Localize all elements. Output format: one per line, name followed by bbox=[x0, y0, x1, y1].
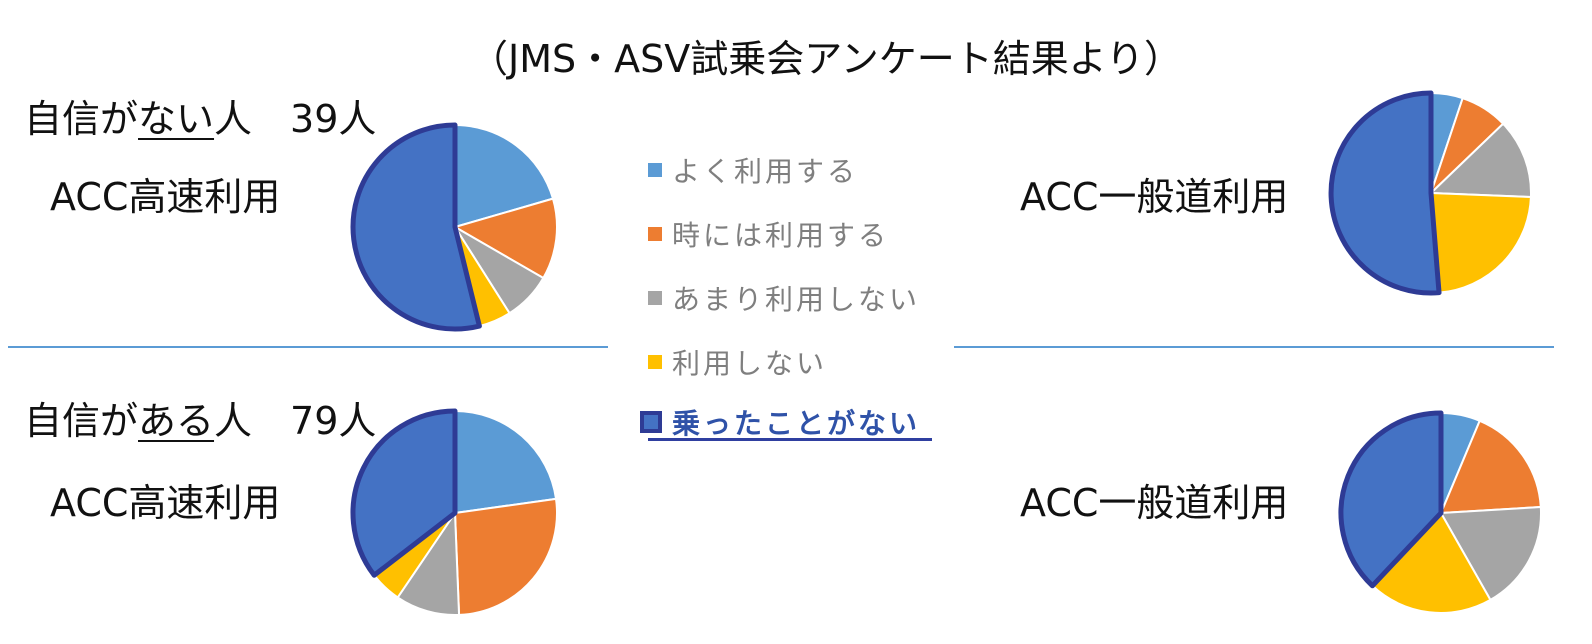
group-header-high-confidence: 自信がある人 79人 bbox=[24, 390, 376, 445]
legend-item-never-use: 利用しない bbox=[648, 342, 827, 382]
pie-chart-general-high bbox=[1326, 398, 1556, 628]
pie-chart-highway-low bbox=[340, 112, 570, 342]
legend-label: あまり利用しない bbox=[672, 283, 920, 316]
divider-left bbox=[8, 346, 608, 348]
legend-swatch bbox=[648, 291, 662, 305]
pie-label-highway-high: ACC高速利用 bbox=[50, 472, 280, 527]
legend-label: 乗ったことがない bbox=[672, 407, 920, 440]
legend-item-sometimes: 時には利用する bbox=[648, 214, 889, 254]
pie-chart-highway-high bbox=[340, 398, 570, 628]
legend-label: 時には利用する bbox=[672, 219, 889, 252]
pie-slice-never-ridden bbox=[1331, 93, 1439, 293]
legend-item-often: よく利用する bbox=[648, 150, 858, 190]
legend-item-never-ridden: 乗ったことがない bbox=[640, 402, 920, 442]
group-header-prefix: 自信が bbox=[24, 399, 138, 443]
legend-label: 利用しない bbox=[672, 347, 827, 380]
legend-swatch bbox=[640, 411, 662, 433]
pie-slice-sometimes bbox=[455, 499, 557, 615]
group-header-prefix: 自信が bbox=[24, 97, 138, 141]
pie-slice-never-use bbox=[1431, 193, 1531, 293]
legend-swatch bbox=[648, 227, 662, 241]
group-header-underlined: ない bbox=[138, 97, 214, 141]
pie-label-general-high: ACC一般道利用 bbox=[1020, 472, 1288, 527]
chart-title: （JMS・ASV試乗会アンケート結果より） bbox=[470, 28, 1182, 83]
pie-label-highway-low: ACC高速利用 bbox=[50, 166, 280, 221]
legend-highlight-underline bbox=[648, 438, 932, 441]
divider-right bbox=[954, 346, 1554, 348]
pie-label-general-low: ACC一般道利用 bbox=[1020, 166, 1288, 221]
legend-label: よく利用する bbox=[672, 155, 858, 188]
pie-slice-often bbox=[455, 411, 556, 513]
group-header-underlined: ある bbox=[138, 399, 214, 443]
group-header-low-confidence: 自信がない人 39人 bbox=[24, 88, 376, 143]
pie-chart-general-low bbox=[1316, 78, 1546, 308]
legend-swatch bbox=[648, 163, 662, 177]
legend-swatch bbox=[648, 355, 662, 369]
legend-item-rarely: あまり利用しない bbox=[648, 278, 920, 318]
